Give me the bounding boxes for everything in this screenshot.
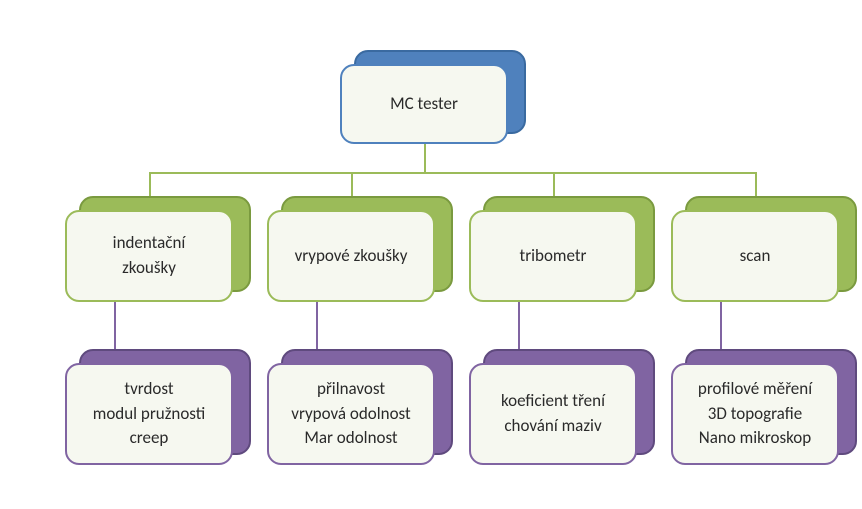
category-node-indent-label-line: indentační	[113, 232, 186, 255]
connector-bus	[149, 172, 757, 174]
root-node-label: MC tester	[390, 93, 458, 116]
category-node-indent: indentačnízkoušky	[65, 210, 233, 302]
category-node-scan-label-line: scan	[740, 245, 771, 268]
leaf-node-tribo: koeficient třeníchování maziv	[469, 363, 637, 465]
leaf-node-vryp-label: přilnavostvrypová odolnostMar odolnost	[291, 378, 410, 451]
connector-leaf-1	[316, 302, 318, 349]
leaf-node-scan-label-line: Nano mikroskop	[699, 427, 811, 450]
root-node-label-line: MC tester	[390, 93, 458, 116]
leaf-node-tribo-label-line: koeficient tření	[501, 390, 605, 413]
category-node-tribo-label-line: tribometr	[520, 245, 587, 268]
leaf-node-vryp-label-line: vrypová odolnost	[291, 403, 410, 426]
category-node-indent-label: indentačnízkoušky	[113, 232, 186, 280]
connector-leaf-3	[720, 302, 722, 349]
leaf-node-vryp-label-line: Mar odolnost	[304, 427, 397, 450]
category-node-vryp-label: vrypové zkoušky	[295, 245, 408, 268]
leaf-node-scan-label-line: profilové měření	[698, 378, 812, 401]
connector-leaf-0	[114, 302, 116, 349]
leaf-node-vryp-label-line: přilnavost	[317, 378, 385, 401]
diagram-canvas: MC tester indentačnízkoušky vrypové zkoušk…	[0, 0, 862, 509]
category-node-tribo-label: tribometr	[520, 245, 587, 268]
category-node-vryp-label-line: vrypové zkoušky	[295, 245, 408, 268]
connector-drop-1	[351, 172, 353, 196]
category-node-vryp: vrypové zkoušky	[267, 210, 435, 302]
connector-root-down	[424, 144, 426, 172]
leaf-node-scan: profilové měření3D topografieNano mikros…	[671, 363, 839, 465]
leaf-node-indent-label: tvrdostmodul pružnosticreep	[93, 378, 205, 451]
category-node-tribo: tribometr	[469, 210, 637, 302]
leaf-node-tribo-label-line: chování maziv	[504, 415, 601, 438]
leaf-node-indent: tvrdostmodul pružnosticreep	[65, 363, 233, 465]
connector-leaf-2	[518, 302, 520, 349]
leaf-node-indent-label-line: tvrdost	[124, 378, 173, 401]
leaf-node-vryp: přilnavostvrypová odolnostMar odolnost	[267, 363, 435, 465]
root-node: MC tester	[340, 64, 508, 144]
connector-drop-0	[149, 172, 151, 196]
leaf-node-indent-label-line: creep	[130, 427, 169, 450]
leaf-node-tribo-label: koeficient třeníchování maziv	[501, 390, 605, 438]
connector-drop-2	[553, 172, 555, 196]
leaf-node-scan-label: profilové měření3D topografieNano mikros…	[698, 378, 812, 451]
category-node-scan: scan	[671, 210, 839, 302]
category-node-indent-label-line: zkoušky	[122, 257, 176, 280]
category-node-scan-label: scan	[740, 245, 771, 268]
connector-drop-3	[755, 172, 757, 196]
leaf-node-indent-label-line: modul pružnosti	[93, 403, 205, 426]
leaf-node-scan-label-line: 3D topografie	[708, 403, 802, 426]
